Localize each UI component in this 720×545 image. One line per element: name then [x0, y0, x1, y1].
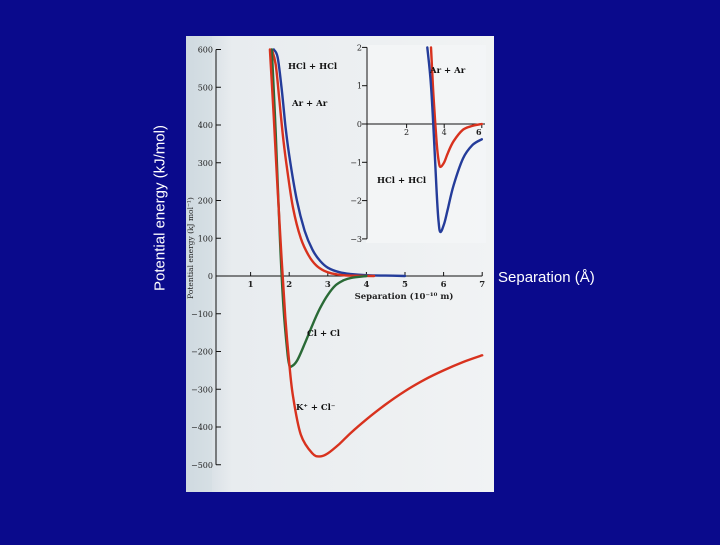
main-x-tick-label: 3: [325, 280, 331, 290]
inset-chart-curves: [426, 46, 483, 234]
inset-x-tick-label: 2: [404, 128, 409, 137]
inset-chart-axes: −3 −2 −1 0 1 2 2 4 6: [350, 43, 485, 244]
figure-y-axis-title: Potential energy (kJ mol⁻¹): [186, 197, 195, 299]
main-x-tick-label: 7: [479, 280, 485, 290]
inset-y-tick-label: −3: [350, 235, 362, 244]
main-y-tick-label: −200: [191, 348, 213, 357]
label-hcl-hcl-main: HCl + HCl: [288, 62, 338, 72]
inset-panel: [366, 45, 486, 243]
label-ar-ar-inset: Ar + Ar: [429, 66, 466, 76]
main-chart-axes: −500 −400 −300 −200 −100 0 100 200 300 400 500 600 1…: [191, 46, 485, 470]
main-y-tick-label: −400: [191, 423, 213, 432]
main-y-tick-label: 300: [198, 159, 213, 168]
main-y-tick-label: 400: [198, 121, 213, 130]
main-y-tick-label: 200: [198, 197, 213, 206]
y-axis-label: Potential energy (kJ/mol): [151, 125, 169, 291]
main-x-tick-label: 6: [441, 280, 447, 290]
main-series-line: [268, 48, 484, 458]
inset-y-tick-label: −1: [350, 158, 362, 167]
label-ar-ar-main: Ar + Ar: [291, 99, 328, 109]
inset-series-line: [429, 46, 483, 169]
main-x-tick-label: 5: [402, 280, 408, 290]
x-axis-label: Separation (Å): [498, 269, 595, 286]
main-x-tick-label: 2: [286, 280, 292, 290]
inset-x-tick-label: 4: [442, 128, 447, 137]
main-y-tick-label: 600: [198, 46, 213, 55]
inset-series-line: [426, 46, 483, 234]
label-k-cl-main: K⁺ + Cl⁻: [296, 403, 335, 413]
main-y-tick-label: 500: [198, 83, 213, 92]
main-chart-curves: [268, 48, 484, 458]
label-hcl-hcl-inset: HCl + HCl: [377, 176, 427, 186]
main-x-axis-title: Separation (10⁻¹⁰ m): [355, 291, 454, 302]
main-y-tick-label: 0: [208, 272, 213, 281]
main-y-tick-label: −300: [191, 385, 213, 394]
main-x-tick-label: 1: [248, 280, 254, 290]
main-x-tick-label: 4: [363, 280, 369, 290]
label-cl-cl-main: Cl + Cl: [307, 329, 341, 339]
main-y-tick-label: −500: [191, 461, 213, 470]
inset-y-tick-label: 1: [357, 82, 362, 91]
main-y-tick-label: 100: [198, 234, 213, 243]
curve-labels: HCl + HCl Ar + Ar Cl + Cl K⁺ + Cl⁻ Ar + Ar HC…: [288, 62, 466, 413]
inset-y-tick-label: 2: [357, 43, 362, 52]
inset-x-tick-label: 6: [476, 127, 482, 137]
main-series-line: [270, 48, 376, 278]
inset-y-tick-label: −2: [350, 197, 362, 206]
inset-y-tick-label: 0: [357, 120, 362, 129]
main-y-tick-label: −100: [191, 310, 213, 319]
